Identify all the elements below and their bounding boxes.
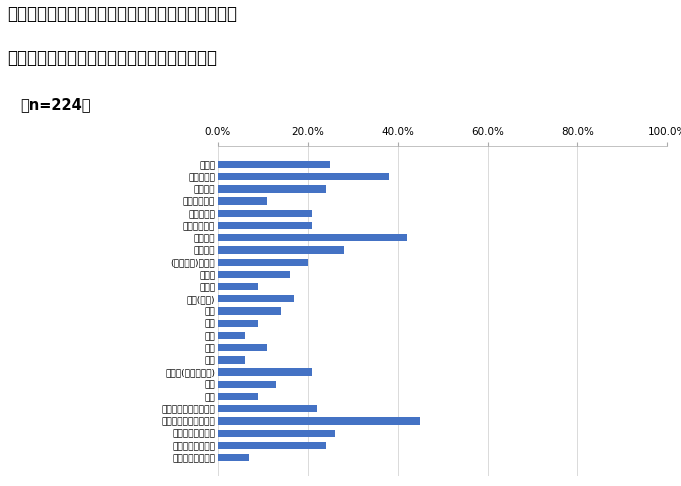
- Bar: [218, 332, 245, 339]
- Bar: [218, 185, 326, 192]
- Bar: [218, 381, 276, 388]
- Bar: [218, 405, 317, 413]
- Bar: [218, 283, 258, 290]
- Text: （n=224）: （n=224）: [20, 97, 91, 112]
- Bar: [218, 234, 407, 242]
- Bar: [218, 161, 330, 168]
- Bar: [218, 393, 258, 400]
- Bar: [218, 442, 326, 449]
- Bar: [218, 454, 249, 461]
- Bar: [218, 197, 268, 205]
- Bar: [218, 356, 245, 364]
- Bar: [218, 368, 313, 376]
- Bar: [218, 209, 313, 217]
- Bar: [218, 320, 258, 327]
- Bar: [218, 295, 294, 302]
- Bar: [218, 259, 308, 266]
- Bar: [218, 417, 420, 425]
- Text: 「やばい」という言葉で表現したことのある、状況: 「やばい」という言葉で表現したことのある、状況: [7, 5, 237, 23]
- Bar: [218, 222, 313, 229]
- Bar: [218, 430, 335, 437]
- Bar: [218, 271, 290, 278]
- Bar: [218, 344, 268, 351]
- Text: や感情を下記の中からすべて選んでください。: や感情を下記の中からすべて選んでください。: [7, 49, 217, 67]
- Bar: [218, 246, 344, 254]
- Bar: [218, 307, 281, 315]
- Bar: [218, 173, 389, 180]
